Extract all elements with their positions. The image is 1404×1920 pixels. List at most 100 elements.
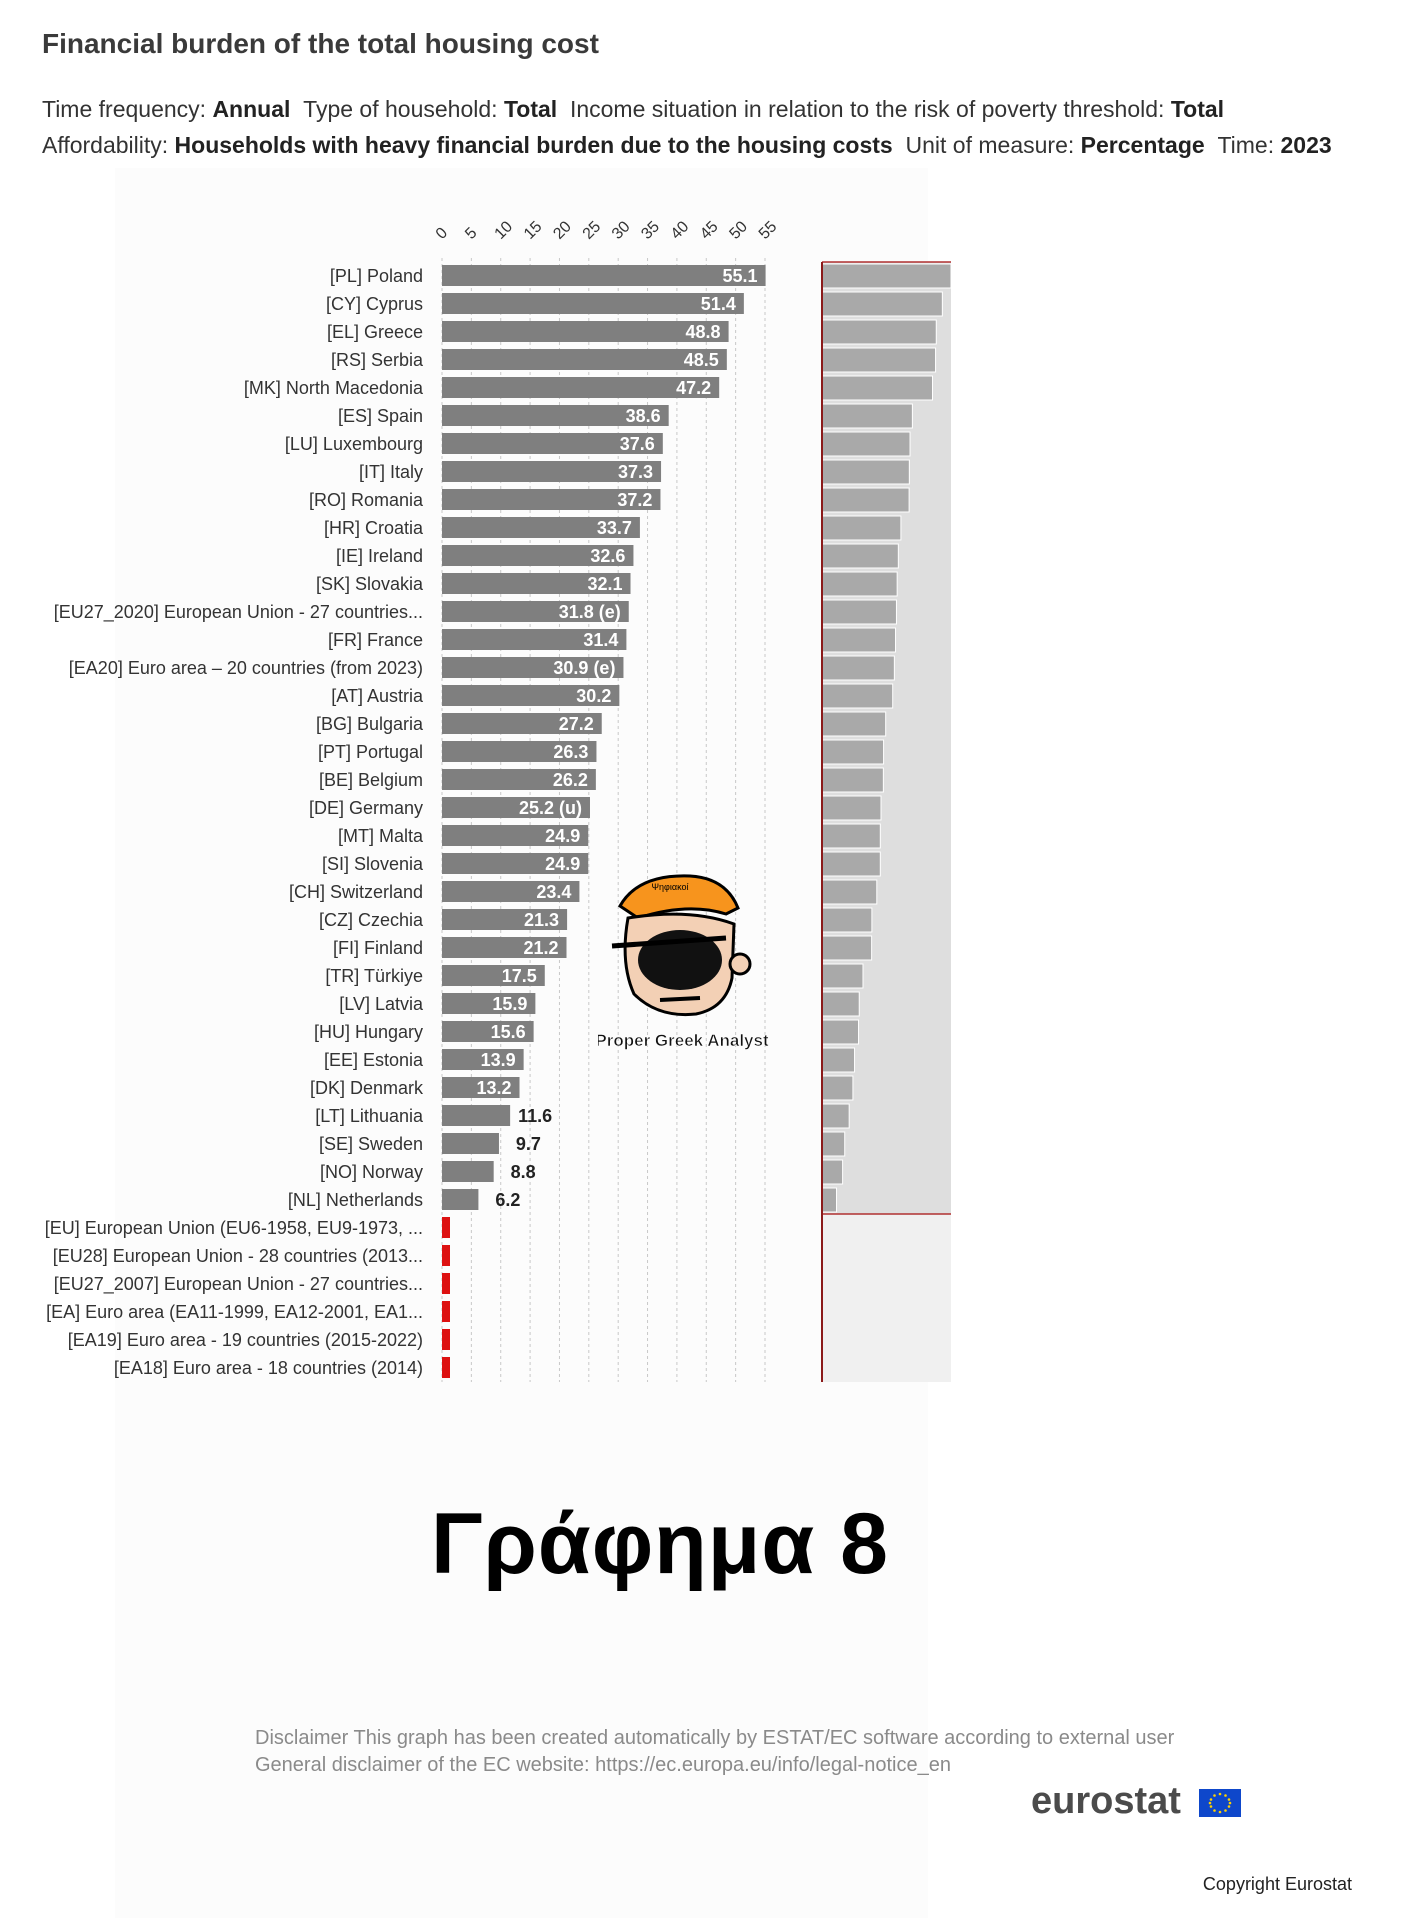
category-label: [PT] Portugal (318, 742, 423, 762)
value-label: 17.5 (502, 966, 537, 986)
category-label: [CY] Cyprus (326, 294, 423, 314)
value-label: 9.7 (516, 1134, 541, 1154)
x-tick-label: 55 (756, 218, 781, 243)
overview-bar (821, 683, 894, 709)
metadata-line-1: Time frequency: Annual Type of household… (42, 96, 1224, 123)
overview-bar (821, 1047, 856, 1073)
overview-bar (821, 487, 910, 513)
category-label: [BE] Belgium (319, 770, 423, 790)
meta-value: Total (1170, 96, 1225, 122)
overview-bar (821, 879, 878, 905)
missing-data-bar (442, 1301, 450, 1322)
category-label: [MT] Malta (338, 826, 424, 846)
category-label: [LU] Luxembourg (285, 434, 423, 454)
bar (442, 965, 545, 986)
category-label: [SE] Sweden (319, 1134, 423, 1154)
missing-data-bar (442, 1329, 450, 1350)
mascot-band (611, 935, 727, 949)
value-label: 26.2 (553, 770, 588, 790)
overview-bar (821, 907, 873, 933)
overview-bar (821, 935, 873, 961)
category-label: [EA18] Euro area - 18 countries (2014) (114, 1358, 423, 1378)
x-tick-label: 40 (668, 218, 693, 243)
value-label: 32.6 (590, 546, 625, 566)
x-tick-label: 25 (580, 218, 605, 243)
eurostat-logo: eurostat (1031, 1780, 1181, 1822)
category-label: [FR] France (328, 630, 423, 650)
bar (442, 1189, 479, 1210)
overview-bar (821, 459, 910, 485)
value-label: 13.2 (476, 1078, 511, 1098)
bar (442, 1105, 511, 1126)
eu-flag-icon (1199, 1789, 1241, 1817)
x-tick-label: 35 (638, 218, 663, 243)
bar (442, 657, 624, 678)
category-label: [SK] Slovakia (316, 574, 424, 594)
bar (442, 377, 720, 398)
x-tick-label: 15 (521, 218, 546, 243)
meta-key: Type of household: (303, 96, 504, 122)
bar-chart: 0 5 10 15 20 25 30 35 40 45 50 55 [PL] Poland 55.1 [CY… (45, 218, 952, 1382)
mascot-ear (728, 952, 752, 976)
bar (442, 713, 602, 734)
value-label: 47.2 (676, 378, 711, 398)
value-label: 8.8 (511, 1162, 536, 1182)
x-tick-label: 0 (433, 224, 451, 242)
bar (442, 349, 727, 370)
bar (442, 685, 620, 706)
category-label: [RO] Romania (309, 490, 424, 510)
missing-data-bar (442, 1245, 450, 1266)
overview-bar (821, 1103, 850, 1129)
chart-title: Financial burden of the total housing co… (42, 28, 599, 59)
bar (442, 321, 729, 342)
mascot-watermark: Ψηφιακοί Proper Greek Analyst (598, 874, 769, 1050)
category-label: [NO] Norway (320, 1162, 423, 1182)
category-label: [EL] Greece (327, 322, 423, 342)
category-label: [IE] Ireland (336, 546, 423, 566)
disclaimer-line-1: Disclaimer This graph has been created a… (255, 1727, 1175, 1749)
meta-value: 2023 (1280, 132, 1332, 158)
bar (442, 1133, 499, 1154)
category-label: [SI] Slovenia (322, 854, 424, 874)
category-label: [EU] European Union (EU6-1958, EU9-1973,… (45, 1218, 423, 1238)
value-label: 6.2 (495, 1190, 520, 1210)
value-label: 26.3 (553, 742, 588, 762)
overview-bar (821, 515, 902, 541)
category-label: [EU27_2007] European Union - 27 countrie… (54, 1274, 423, 1295)
overview-bar (821, 1159, 844, 1185)
category-label: [EA20] Euro area – 20 countries (from 20… (69, 658, 423, 678)
value-label: 13.9 (481, 1050, 516, 1070)
value-label: 11.6 (518, 1106, 552, 1126)
bar (442, 993, 536, 1014)
category-label: [MK] North Macedonia (244, 378, 424, 398)
bar (442, 825, 589, 846)
overview-bar (821, 711, 887, 737)
meta-value: Annual (212, 96, 291, 122)
meta-value: Percentage (1080, 132, 1205, 158)
bar (442, 741, 597, 762)
category-label: [EA] Euro area (EA11-1999, EA12-2001, EA… (46, 1302, 423, 1322)
category-label: [EA19] Euro area - 19 countries (2015-20… (68, 1330, 423, 1350)
meta-value: Households with heavy financial burden d… (174, 132, 893, 158)
overview-bar (821, 403, 913, 429)
category-label: [HR] Croatia (324, 518, 424, 538)
category-label: [FI] Finland (333, 938, 423, 958)
value-label: 37.6 (620, 434, 655, 454)
meta-key: Time: (1217, 132, 1281, 158)
value-label: 38.6 (626, 406, 661, 426)
overview-bar (821, 655, 895, 681)
chart-background (115, 168, 928, 1918)
bar (442, 1077, 520, 1098)
bar (442, 769, 596, 790)
value-label: 37.2 (617, 490, 652, 510)
overview-bar (821, 851, 881, 877)
value-label: 15.9 (492, 994, 527, 1014)
category-label: [HU] Hungary (314, 1022, 423, 1042)
value-label: 48.8 (686, 322, 721, 342)
value-label: 55.1 (723, 266, 758, 286)
mascot-mouth (659, 996, 701, 1002)
category-label: [ES] Spain (338, 406, 423, 426)
overview-bar (821, 823, 881, 849)
category-label: [LT] Lithuania (315, 1106, 424, 1126)
missing-data-bar (442, 1357, 450, 1378)
